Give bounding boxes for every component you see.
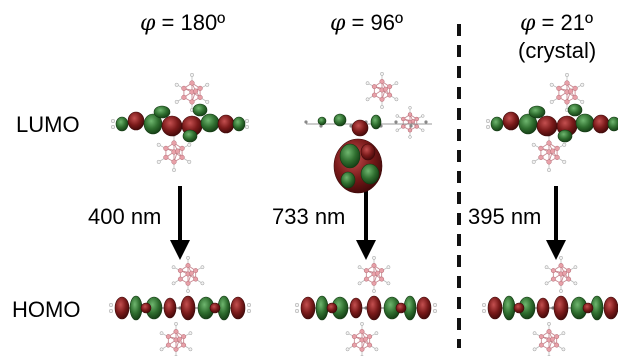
lumo-lobe [161,115,183,137]
homo-orbital-96 [294,255,438,356]
lumo-lobe [351,119,369,137]
lumo-lobe [370,114,382,130]
homo-lobe [416,296,432,320]
lumo-cluster-lobe [360,143,376,161]
homo-lobe [180,295,196,321]
homo-lobe [230,296,246,320]
lumo-lobe [115,116,129,132]
wavelength-label-2: 733 nm [272,204,345,229]
homo-orbital-180 [108,255,252,356]
lumo-orbital-21 [485,72,618,172]
homo-lobe [553,295,569,321]
homo-lobe [502,295,516,321]
lumo-lobe [153,105,171,119]
lumo-cluster-lobe [339,143,361,169]
homo-lobe [603,296,618,320]
column-3-crystal-note: (crystal) [518,38,596,63]
homo-lobe [582,302,594,314]
lumo-lobe [192,103,208,117]
homo-lobe [315,295,329,321]
lumo-lobe [592,114,610,134]
lumo-cluster-lobe [360,163,380,185]
lumo-lobe [607,116,618,132]
homo-lobe [114,296,130,320]
lumo-lobe [567,103,583,117]
homo-label: HOMO [12,297,80,322]
lumo-lobe [528,105,546,119]
homo-lobe [300,296,316,320]
column-3-angle-label: φ = 21º [520,10,593,36]
lumo-lobe [333,113,347,127]
lumo-lobe [182,129,198,143]
lumo-orbital-180 [110,72,250,172]
homo-lobe [209,302,221,314]
homo-lobe [487,296,503,320]
homo-lobe [129,295,143,321]
homo-lobe [163,297,177,319]
wavelength-label-3: 395 nm [468,204,541,229]
homo-lobe [349,297,363,319]
column-1-angle-label: φ = 180º [140,10,225,36]
homo-orbital-21 [481,255,618,356]
lumo-lobe [317,116,327,126]
lumo-lobe [557,129,573,143]
lumo-lobe [490,116,504,132]
homo-lobe [536,297,550,319]
column-2-angle-label: φ = 96º [330,10,403,36]
lumo-lobe [502,111,520,131]
homo-lobe [513,302,525,314]
lumo-lobe [536,115,558,137]
lumo-lobe [200,113,220,133]
lumo-lobe [217,114,235,134]
lumo-orbital-96 [304,71,432,194]
homo-lobe [140,302,152,314]
lumo-lobe [127,111,145,131]
lumo-lobe [575,113,595,133]
lumo-label: LUMO [16,112,80,137]
wavelength-label-1: 400 nm [88,204,161,229]
homo-lobe [326,302,338,314]
lumo-lobe [232,116,246,132]
homo-lobe [395,302,407,314]
lumo-cluster-lobe [340,171,356,189]
homo-lobe [366,295,382,321]
